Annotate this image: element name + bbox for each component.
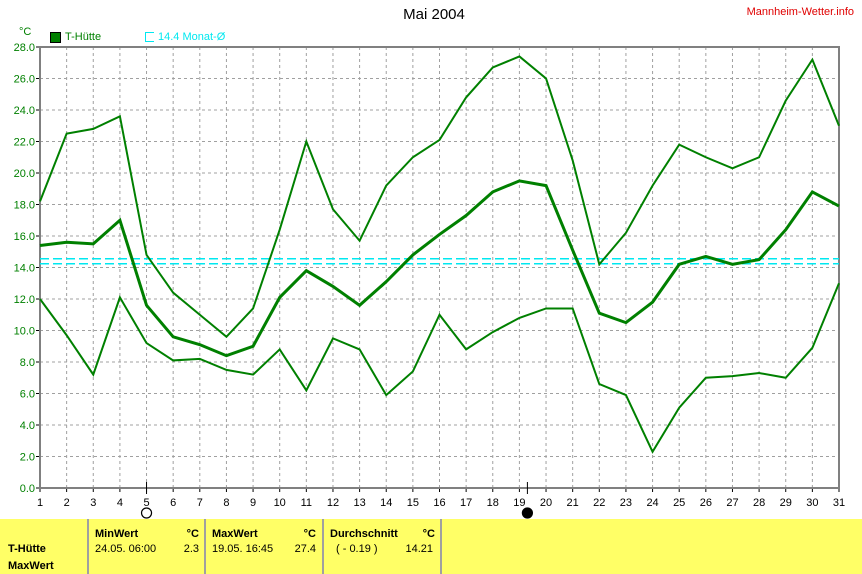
max-time: 19.05. 16:45 — [212, 543, 274, 555]
y-tick-label: 12.0 — [14, 294, 35, 306]
plot-frame — [39, 46, 840, 489]
x-tick-label: 26 — [700, 497, 712, 509]
x-tick-label: 12 — [327, 497, 339, 509]
max-column: MaxWert °C 19.05. 16:45 27.4 — [204, 519, 322, 574]
x-tick-label: 18 — [487, 497, 499, 509]
table-divider — [440, 519, 442, 574]
avg-head: Durchschnitt — [330, 528, 398, 540]
min-time: 24.05. 06:00 — [95, 543, 157, 555]
y-tick-label: 6.0 — [20, 389, 35, 401]
y-tick-label: 2.0 — [20, 452, 35, 464]
max-unit: °C — [303, 528, 316, 540]
x-tick-label: 25 — [673, 497, 685, 509]
x-tick-label: 7 — [197, 497, 203, 509]
y-tick-label: 28.0 — [14, 42, 35, 54]
min-unit: °C — [186, 528, 199, 540]
y-tick-label: 10.0 — [14, 326, 35, 338]
stats-table: T-Hütte MaxWert MinWert °C 24.05. 06:00 … — [0, 519, 862, 574]
x-tick-label: 8 — [223, 497, 229, 509]
y-tick-label: 8.0 — [20, 357, 35, 369]
x-tick-label: 20 — [540, 497, 552, 509]
min-value: 2.3 — [183, 543, 199, 555]
full-moon-icon — [140, 507, 153, 519]
x-tick-label: 21 — [567, 497, 579, 509]
temperature-chart: 0.0 2.0 4.0 6.0 8.0 10.0 12.0 14.0 16.0 18.0 20.0 2… — [14, 42, 845, 519]
legend-average: 14.4 Monat-Ø — [145, 31, 225, 43]
x-tick-label: 14 — [380, 497, 392, 509]
x-tick-label: 31 — [833, 497, 845, 509]
x-tick-label: 17 — [460, 497, 472, 509]
x-tick-label: 11 — [301, 497, 312, 509]
x-tick-label: 29 — [780, 497, 792, 509]
legend-series-label: T-Hütte — [65, 31, 102, 43]
x-tick-label: 24 — [646, 497, 658, 509]
x-tick-label: 4 — [117, 497, 123, 509]
brand-link[interactable]: Mannheim-Wetter.info — [746, 6, 854, 18]
x-tick-label: 2 — [64, 497, 70, 509]
x-tick-label: 15 — [407, 497, 419, 509]
max-value: 27.4 — [294, 543, 316, 555]
y-tick-label: 18.0 — [14, 200, 35, 212]
legend-average-swatch-icon — [145, 32, 154, 42]
legend-series: T-Hütte — [50, 31, 101, 43]
legend-average-label: 14.4 Monat-Ø — [158, 31, 226, 43]
y-tick-label: 0.0 — [20, 483, 35, 495]
y-tick-label: 26.0 — [14, 74, 35, 86]
row-label-maxwert: MaxWert — [8, 560, 54, 572]
x-tick-label: 3 — [90, 497, 96, 509]
y-tick-label: 14.0 — [14, 263, 35, 275]
avg-unit: °C — [422, 528, 435, 540]
series-line-min — [39, 282, 840, 454]
x-tick-label: 27 — [726, 497, 738, 509]
y-tick-label: 4.0 — [20, 420, 35, 432]
x-tick-label: 22 — [593, 497, 605, 509]
x-tick-label: 1 — [37, 497, 43, 509]
x-tick-label: 10 — [274, 497, 286, 509]
avg-value: 14.21 — [405, 543, 433, 555]
x-tick-label: 19 — [513, 497, 525, 509]
y-tick-label: 22.0 — [14, 137, 35, 149]
y-tick-label: 16.0 — [14, 231, 35, 243]
x-tick-label: 9 — [250, 497, 256, 509]
y-tick-label: 20.0 — [14, 168, 35, 180]
x-tick-label: 30 — [806, 497, 818, 509]
legend-swatch-icon — [50, 31, 61, 43]
min-head: MinWert — [95, 528, 139, 540]
x-tick-label: 28 — [753, 497, 765, 509]
series-line-mean — [39, 179, 840, 358]
x-tick-label: 13 — [353, 497, 365, 509]
new-moon-icon — [521, 507, 534, 519]
max-head: MaxWert — [212, 528, 258, 540]
y-axis-unit: °C — [19, 26, 32, 38]
x-tick-label: 16 — [433, 497, 445, 509]
min-column: MinWert °C 24.05. 06:00 2.3 — [87, 519, 205, 574]
y-tick-label: 24.0 — [14, 105, 35, 117]
x-tick-label: 6 — [170, 497, 176, 509]
x-tick-label: 23 — [620, 497, 632, 509]
row-label-station: T-Hütte — [8, 543, 46, 555]
avg-delta: ( - 0.19 ) — [336, 543, 378, 555]
series-line-max — [39, 55, 840, 339]
x-tick-label: 5 — [143, 497, 149, 509]
avg-column: Durchschnitt °C ( - 0.19 ) 14.21 — [322, 519, 441, 574]
chart-title: Mai 2004 — [403, 6, 465, 23]
